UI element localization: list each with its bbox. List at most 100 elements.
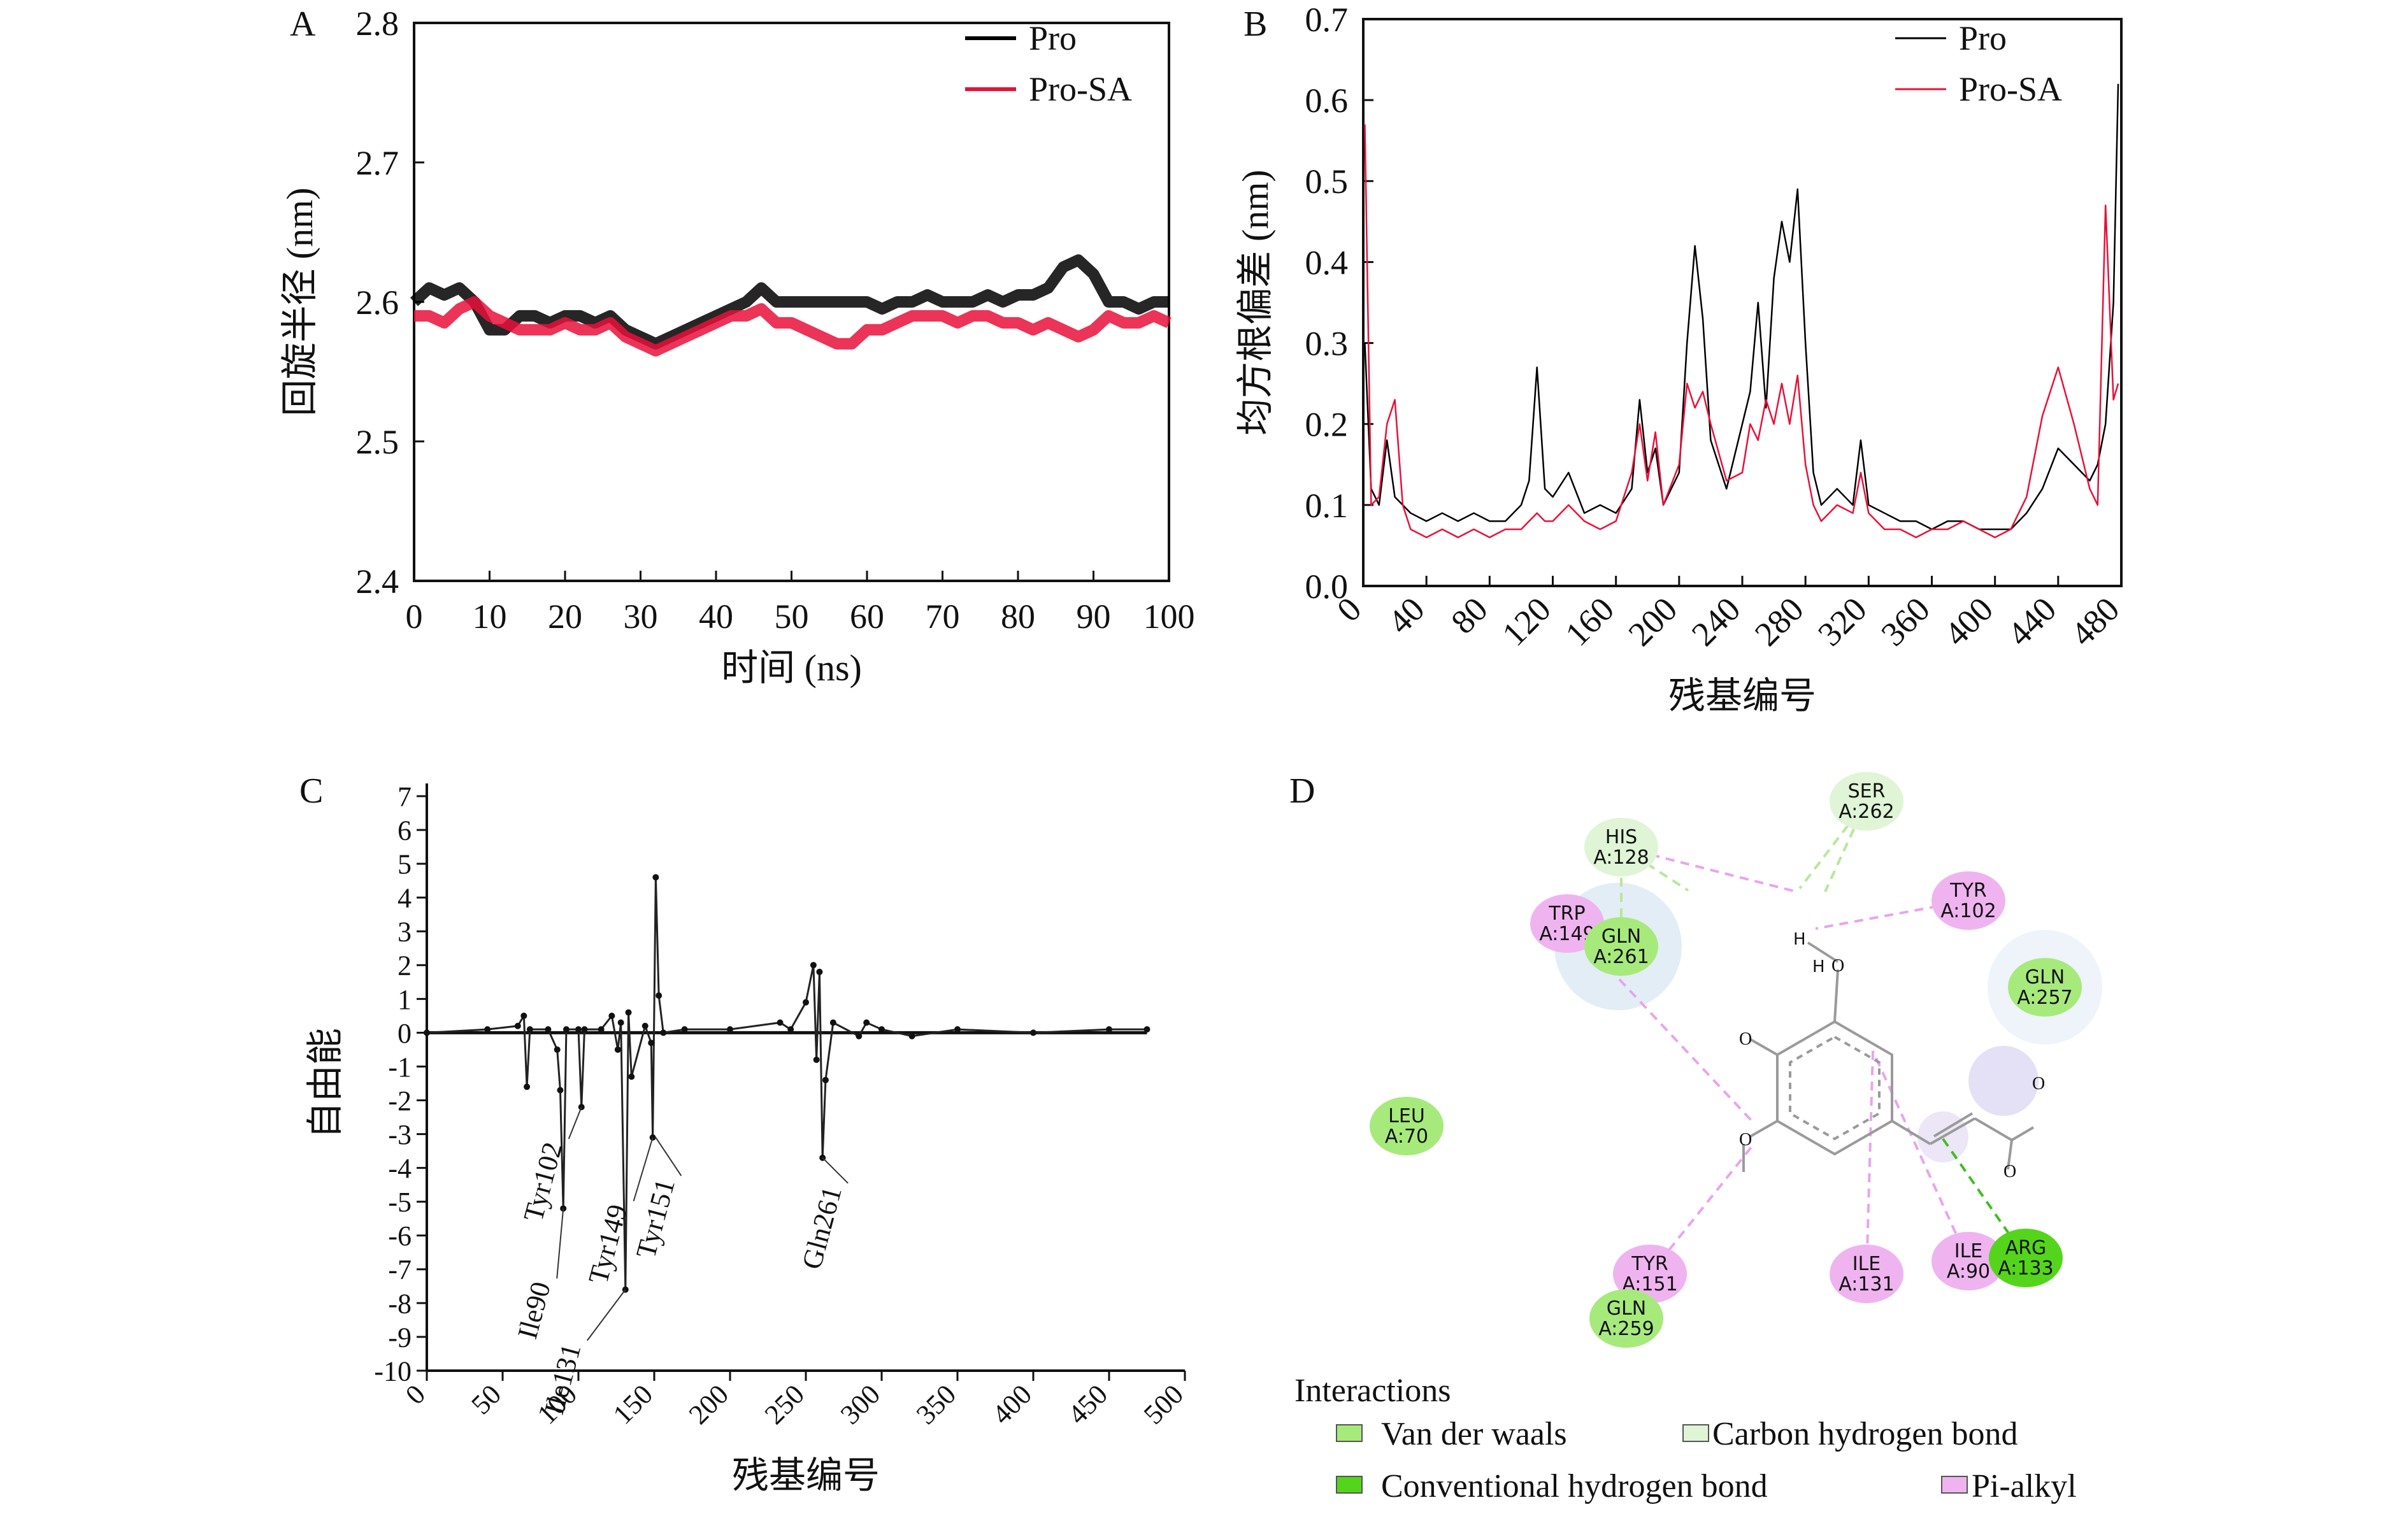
y-tick-label: 2.7 (356, 144, 399, 182)
annotation-label: Tyr102 (517, 1139, 568, 1225)
y-tick-label: 0 (398, 1018, 412, 1049)
energy-point (1106, 1026, 1112, 1033)
y-tick-label: 4 (398, 883, 412, 914)
energy-line (426, 877, 1147, 1290)
energy-point (578, 1104, 585, 1111)
x-tick-label: 160 (1558, 590, 1621, 653)
x-tick-label: 100 (1143, 597, 1195, 636)
y-tick-label: 2.6 (356, 283, 399, 322)
energy-point (816, 968, 823, 975)
x-tick-label: 450 (1062, 1378, 1114, 1430)
x-axis-title: 残基编号 (1668, 675, 1816, 717)
y-tick-label: 2.4 (356, 562, 399, 601)
x-tick-label: 350 (910, 1378, 962, 1430)
y-axis-title: 回旋半径 (nm) (279, 187, 320, 416)
energy-point (484, 1026, 491, 1033)
energy-point (608, 1012, 615, 1019)
y-axis-title: 均方根偏差 (nm) (1235, 169, 1276, 435)
bond-c3-o5 (2007, 1139, 2013, 1170)
energy-point (625, 1009, 632, 1016)
panel-b-label: B (1243, 4, 1267, 44)
x-axis-title: 时间 (ns) (721, 647, 862, 689)
x-tick-label: 60 (850, 597, 884, 636)
energy-point (1030, 1029, 1036, 1036)
annotation-label: Ile131 (538, 1341, 587, 1418)
x-tick-label: 0 (1329, 590, 1369, 629)
y-tick-label: 0.6 (1305, 82, 1349, 120)
line-ile131 (1865, 1050, 1874, 1275)
residue-name-2: TYR (1949, 880, 1987, 902)
x-tick-label: 480 (2063, 590, 2127, 653)
residue-pos-6: A:70 (1385, 1125, 1428, 1148)
residue-name-0: SER (1848, 780, 1886, 803)
x-tick-label: 120 (1494, 590, 1558, 653)
energy-point (545, 1026, 552, 1033)
hydrogen-atom-1: H (1793, 930, 1806, 949)
oxygen-atom-5: O (2003, 1162, 2016, 1182)
x-tick-label: 240 (1684, 590, 1748, 653)
interactions-legend: Interactions Van der waals Carbon hydrog… (1294, 1373, 2077, 1504)
x-tick-label: 20 (548, 597, 582, 636)
oxygen-atom-3: O (1739, 1130, 1752, 1150)
x-tick-label: 50 (465, 1378, 507, 1420)
bond-ring-c1 (1891, 1120, 1931, 1145)
chart-a: 2.4 2.5 2.6 2.7 2.8 0 10 20 30 40 50 60 70 80 90 100 时间 … (279, 4, 1195, 689)
x-tick-label: 400 (986, 1378, 1038, 1430)
bond-c1-c2 (1930, 1117, 1975, 1145)
x-tick-label: 40 (1380, 590, 1432, 641)
residue-name-8: ILE (1954, 1240, 1983, 1262)
residue-disc-7 (1830, 1245, 1903, 1303)
legend-swatch-pi (1941, 1476, 1968, 1494)
y-tick-label: 0.4 (1305, 243, 1349, 282)
x-tick-label: 300 (835, 1378, 886, 1430)
legend-label-0: Pro (1029, 19, 1077, 57)
y-tick-label: -10 (374, 1355, 412, 1387)
energy-point (803, 999, 809, 1006)
y-tick-label: -2 (388, 1085, 412, 1117)
y-tick-label: -8 (388, 1288, 412, 1319)
x-tick-label: 400 (1937, 590, 2000, 653)
residue-pos-11: A:259 (1598, 1318, 1654, 1340)
halo-o-right (1968, 1046, 2039, 1116)
energy-point (829, 1019, 836, 1026)
y-tick-label: 0.0 (1305, 568, 1349, 606)
y-tick-label: 0.3 (1305, 324, 1349, 362)
energy-point (908, 1032, 915, 1039)
y-tick-label: 2.8 (356, 4, 399, 43)
legend-vdw: Van der waals (1381, 1416, 1567, 1452)
panel-c-label: C (299, 771, 323, 811)
y-tick-label: 3 (398, 917, 412, 948)
residue-disc-9 (1989, 1229, 2063, 1287)
energy-point (617, 1019, 624, 1026)
residue-name-11: GLN (1607, 1297, 1646, 1320)
residue-name-5: GLN (2025, 966, 2065, 989)
energy-point (520, 1012, 527, 1019)
x-tick-label: 90 (1077, 597, 1111, 636)
energy-point (554, 1046, 561, 1053)
legend-ch: Carbon hydrogen bond (1712, 1416, 2017, 1452)
x-axis-title: 残基编号 (732, 1455, 880, 1496)
y-tick-label: 2 (398, 950, 412, 982)
x-tick-label: 0 (406, 597, 423, 636)
annotation-leader (822, 1157, 849, 1184)
y-tick-label: -3 (388, 1119, 412, 1150)
y-tick-label: 0.7 (1305, 1, 1349, 39)
oxygen-atom-1: O (1831, 956, 1844, 976)
energy-point (628, 1073, 635, 1080)
residue-pos-4: A:261 (1593, 946, 1649, 968)
x-tick-label: 10 (473, 597, 507, 636)
energy-point (575, 1026, 582, 1033)
legend-conv: Conventional hydrogen bond (1381, 1468, 1768, 1504)
benzene-inner (1789, 1035, 1881, 1141)
legend-swatch-conv (1336, 1476, 1363, 1494)
residue-pos-9: A:133 (1998, 1257, 2053, 1280)
residue-disc-10 (1613, 1245, 1687, 1303)
x-tick-label: 440 (2000, 590, 2064, 653)
y-tick-label: 7 (398, 781, 412, 812)
x-tick-label: 320 (1810, 590, 1874, 653)
residue-disc-6 (1370, 1097, 1444, 1155)
y-tick-label: 0.2 (1305, 406, 1349, 444)
x-tick-label: 150 (607, 1378, 659, 1430)
